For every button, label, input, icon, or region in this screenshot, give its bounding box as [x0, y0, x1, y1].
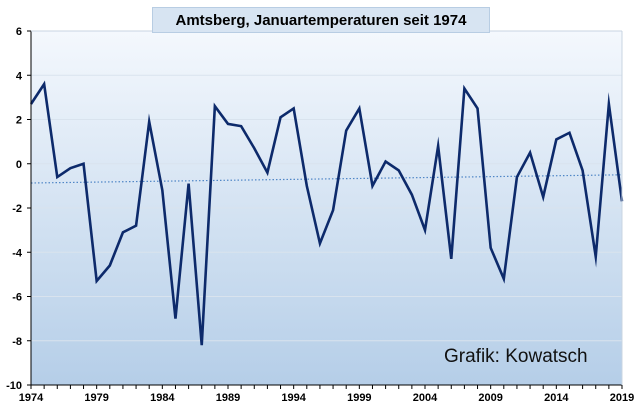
data-point: [358, 107, 360, 109]
data-point: [253, 147, 255, 149]
data-point: [595, 255, 597, 257]
data-point: [384, 160, 386, 162]
x-tick-label: 1999: [347, 392, 371, 404]
data-point: [581, 169, 583, 171]
data-point: [227, 123, 229, 125]
x-tick-label: 1989: [216, 392, 240, 404]
data-point: [174, 317, 176, 319]
data-point: [568, 132, 570, 134]
x-tick-label: 2019: [610, 392, 634, 404]
data-point: [201, 344, 203, 346]
series-layer: [29, 80, 624, 346]
data-point: [437, 145, 439, 147]
x-tick-label: 1994: [281, 392, 306, 404]
y-tick-label: 0: [16, 159, 22, 171]
x-tick-label: 1974: [19, 392, 44, 404]
data-point: [424, 229, 426, 231]
data-point: [214, 105, 216, 107]
data-point: [109, 264, 111, 266]
data-point: [82, 163, 84, 165]
y-tick-label: 4: [16, 70, 23, 82]
y-tick-labels: 6 4 2 0 -2 -4 -6 -8 -10: [6, 26, 23, 392]
data-point: [319, 242, 321, 244]
series-line: [29, 80, 624, 346]
trend-line: [30, 174, 623, 184]
data-point: [555, 138, 557, 140]
data-point: [95, 280, 97, 282]
data-point: [279, 116, 281, 118]
data-point: [56, 176, 58, 178]
y-tick-label: -2: [12, 203, 22, 215]
chart-title: Amtsberg, Januartemperaturen seit 1974: [152, 7, 490, 33]
y-tick-label: -6: [12, 292, 22, 304]
data-point: [161, 189, 163, 191]
data-point: [608, 103, 610, 105]
data-point: [69, 167, 71, 169]
y-tick-label: -10: [6, 380, 22, 392]
data-point: [489, 247, 491, 249]
y-tick-label: -8: [12, 336, 22, 348]
data-point: [476, 107, 478, 109]
y-tick-label: 2: [16, 115, 22, 127]
data-point: [542, 196, 544, 198]
x-tick-labels: 1974 1979 1984 1989 1994 1999 2004 2009 2014 2019: [19, 392, 634, 404]
data-point: [135, 225, 137, 227]
data-point: [503, 278, 505, 280]
y-tick-label: -4: [12, 247, 23, 259]
data-point: [371, 185, 373, 187]
data-point: [398, 169, 400, 171]
x-tick-label: 2014: [544, 392, 569, 404]
x-tick-label: 2009: [478, 392, 502, 404]
data-point: [332, 209, 334, 211]
data-point: [306, 185, 308, 187]
x-tick-label: 2004: [413, 392, 438, 404]
data-point: [292, 107, 294, 109]
data-point: [450, 258, 452, 260]
data-point: [122, 231, 124, 233]
data-point: [516, 176, 518, 178]
data-point: [266, 171, 268, 173]
trend-layer: [30, 174, 623, 184]
chart-credit: Grafik: Kowatsch: [444, 346, 588, 367]
data-point: [411, 194, 413, 196]
x-tick-label: 1984: [150, 392, 175, 404]
data-point: [148, 121, 150, 123]
y-tick-label: 6: [16, 26, 22, 38]
data-point: [187, 182, 189, 184]
data-point: [345, 129, 347, 131]
data-point: [529, 151, 531, 153]
x-tick-label: 1979: [84, 392, 108, 404]
data-point: [240, 125, 242, 127]
data-point: [43, 83, 45, 85]
data-point: [463, 87, 465, 89]
